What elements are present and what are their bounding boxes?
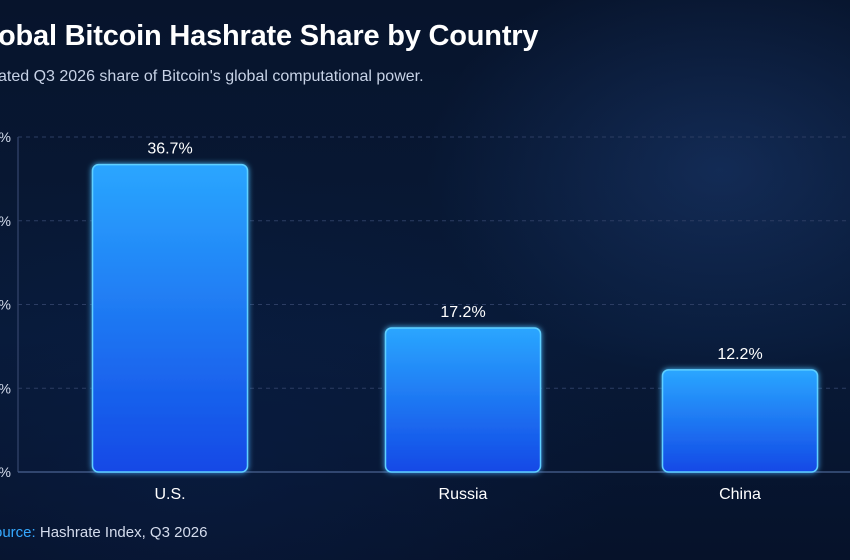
data-label: 12.2% [717, 346, 762, 363]
data-label: 17.2% [440, 304, 485, 321]
source-text: Hashrate Index, Q3 2026 [39, 524, 208, 541]
chart-title: obal Bitcoin Hashrate Share by Country [0, 20, 539, 52]
y-tick-label: % [0, 464, 11, 480]
source-label: ource: [0, 524, 36, 541]
y-tick-label: % [0, 297, 11, 313]
x-tick-label: China [719, 486, 761, 503]
bar-u-s [91, 163, 249, 473]
labels-layer: %%%%% 36.7% U.S. 17.2% Russia 12.2% China [0, 129, 763, 503]
bar-china [661, 369, 819, 473]
x-tick-label: Russia [439, 486, 488, 503]
bar-russia [384, 327, 542, 473]
y-tick-label: % [0, 213, 11, 229]
bars-layer [91, 163, 819, 473]
chart-subtitle: ated Q3 2026 share of Bitcoin's global c… [0, 68, 424, 85]
y-tick-label: % [0, 129, 11, 145]
data-label: 36.7% [147, 141, 192, 158]
x-tick-label: U.S. [154, 486, 185, 503]
y-tick-label: % [0, 380, 11, 396]
source-note: ource: Hashrate Index, Q3 2026 [0, 524, 207, 541]
